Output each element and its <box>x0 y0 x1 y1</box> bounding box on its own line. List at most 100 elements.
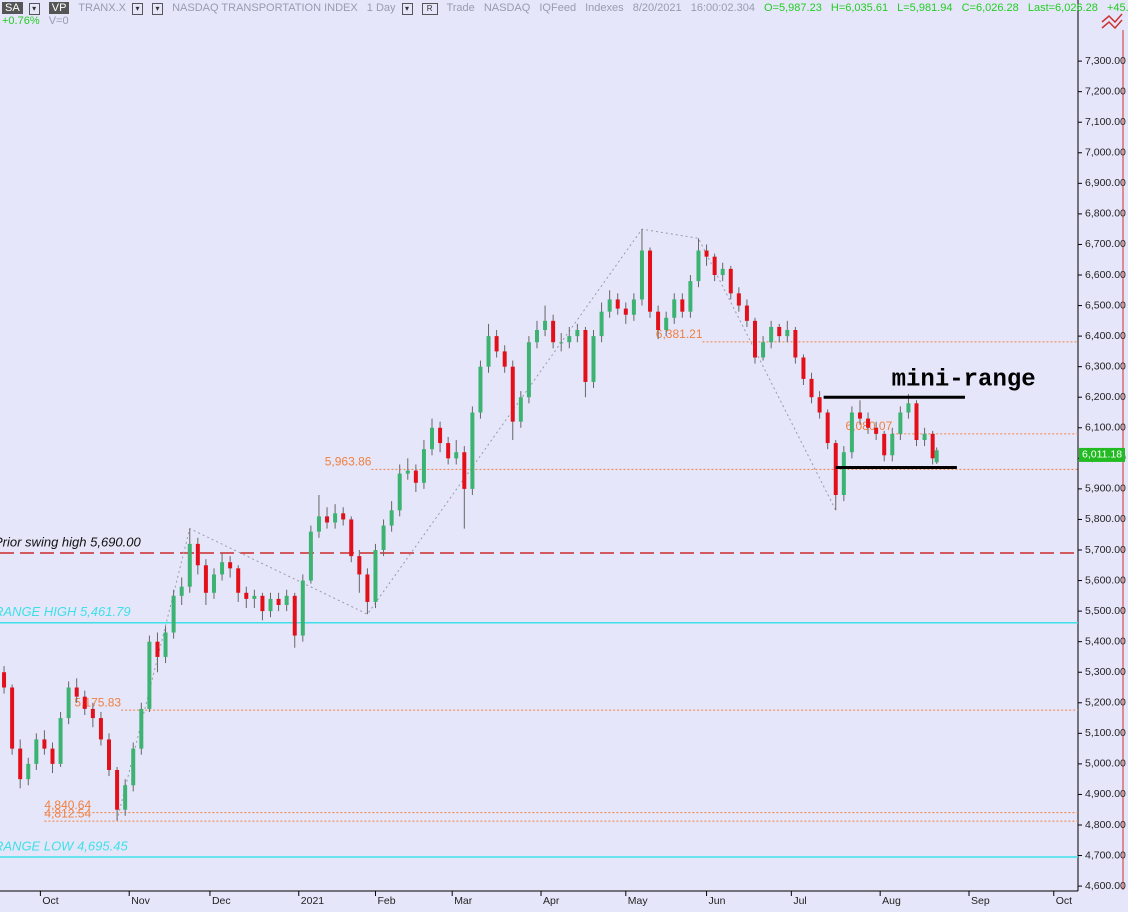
candle-body <box>26 763 31 780</box>
y-tick-label: 4,700.00 <box>1085 849 1126 861</box>
header: SA ▾ VP TRANX.X ▾ ▾ NASDAQ TRANSPORTATION … <box>2 2 1128 27</box>
x-tick-label: Feb <box>377 895 395 907</box>
y-tick-label: 6,800.00 <box>1085 208 1126 220</box>
candle-body <box>50 748 55 764</box>
candle-body <box>874 427 879 434</box>
candle-body <box>688 281 693 312</box>
candle-body <box>349 519 354 557</box>
dropdown[interactable]: ▾ <box>401 3 413 15</box>
candle-body <box>680 299 685 312</box>
y-tick-label: 6,700.00 <box>1085 238 1126 250</box>
dropdown[interactable]: ▾ <box>131 3 143 15</box>
x-tick-label: Apr <box>543 895 560 907</box>
y-tick-label: 5,700.00 <box>1085 544 1126 556</box>
chart-icon <box>1101 13 1123 30</box>
candle-body <box>115 770 120 810</box>
feed: IQFeed <box>539 2 577 14</box>
candle-body <box>139 708 144 749</box>
candle-body <box>494 336 499 352</box>
candle-body <box>203 565 208 593</box>
header-line: SA ▾ VP TRANX.X ▾ ▾ NASDAQ TRANSPORTATION … <box>2 2 1128 15</box>
time: 16:00:02.304 <box>690 2 755 14</box>
price-tag-label: 6,011.18 <box>1082 449 1122 461</box>
candle-body <box>316 516 321 532</box>
candle-body <box>567 336 572 343</box>
candle-body <box>866 418 871 428</box>
open: O=5,987.23 <box>764 2 822 14</box>
change-pct: +0.76% <box>2 15 40 27</box>
y-tick-label: 5,300.00 <box>1085 666 1126 678</box>
interval: 1 Day <box>366 2 396 14</box>
candle-body <box>599 311 604 337</box>
candle-body <box>34 739 39 764</box>
candle-body <box>381 525 386 550</box>
candle-body <box>922 433 927 440</box>
x-tick-label: Jul <box>793 895 806 907</box>
pivot-label: 6,381.21 <box>656 327 703 341</box>
candle-body <box>583 330 588 382</box>
candle-body <box>736 293 741 306</box>
candle-body <box>228 562 233 569</box>
candle-body <box>171 595 176 633</box>
candle-body <box>841 452 846 495</box>
price-tag <box>1079 447 1125 462</box>
pivot-label: 5,175.83 <box>74 695 121 709</box>
candle-body <box>123 785 128 810</box>
candle-body <box>244 592 249 599</box>
y-tick-label: 5,400.00 <box>1085 635 1126 647</box>
index-name: NASDAQ TRANSPORTATION INDEX <box>172 2 358 14</box>
candle-body <box>179 586 184 596</box>
candle-body <box>18 748 23 780</box>
candle-body <box>74 687 79 697</box>
candle-body <box>615 299 620 309</box>
candle-body <box>817 397 822 413</box>
candle-body <box>98 718 103 740</box>
candle-body <box>591 336 596 382</box>
dropdown[interactable]: ▾ <box>28 3 40 15</box>
date: 8/20/2021 <box>632 2 682 14</box>
trade: Trade <box>446 2 475 14</box>
candle-body <box>389 510 394 526</box>
candle-body <box>357 556 362 575</box>
candle-body <box>769 326 774 343</box>
y-tick-label: 6,100.00 <box>1085 422 1126 434</box>
y-tick-label: 6,500.00 <box>1085 299 1126 311</box>
candle-body <box>163 632 168 657</box>
candle-body <box>107 739 112 770</box>
symbol: TRANX.X <box>78 2 126 14</box>
candle-body <box>454 452 459 459</box>
candle-body <box>623 308 628 315</box>
candle-body <box>639 250 644 300</box>
r-button[interactable]: R <box>421 3 438 15</box>
candle-body <box>930 433 935 459</box>
y-tick-label: 6,400.00 <box>1085 330 1126 342</box>
candle-body <box>575 330 580 337</box>
group: Indexes <box>585 2 624 14</box>
y-tick-label: 5,800.00 <box>1085 513 1126 525</box>
high: H=6,035.61 <box>830 2 889 14</box>
x-tick-label: May <box>628 895 649 907</box>
y-tick-label: 5,100.00 <box>1085 727 1126 739</box>
candle-body <box>187 543 192 587</box>
dropdown[interactable]: ▾ <box>152 3 164 15</box>
candle-body <box>833 443 838 495</box>
vp-box[interactable]: VP <box>48 2 70 14</box>
symbol-box[interactable]: SA <box>2 2 23 14</box>
candle-body <box>518 397 523 422</box>
y-tick-label: 5,900.00 <box>1085 483 1126 495</box>
candle-body <box>777 326 782 337</box>
x-tick-label: Jun <box>709 895 726 907</box>
candle-body <box>825 412 830 444</box>
candle-body <box>559 342 564 344</box>
y-tick-label: 5,200.00 <box>1085 697 1126 709</box>
y-tick-label: 6,900.00 <box>1085 177 1126 189</box>
candle-body <box>898 412 903 434</box>
candle-body <box>801 357 806 379</box>
x-tick-label: Mar <box>454 895 473 907</box>
y-tick-label: 7,100.00 <box>1085 116 1126 128</box>
candle-body <box>648 250 653 312</box>
y-tick-label: 4,600.00 <box>1085 880 1126 892</box>
level-label: Prior swing high 5,690.00 <box>0 534 141 549</box>
candle-body <box>551 320 556 343</box>
candle-body <box>413 470 418 483</box>
